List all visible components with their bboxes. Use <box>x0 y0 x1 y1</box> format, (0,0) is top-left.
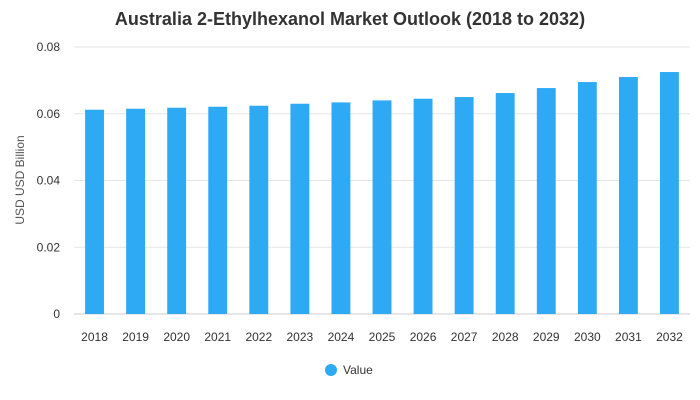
y-axis-label: USD USD Billion <box>13 135 27 224</box>
bar-2023[interactable] <box>290 103 310 314</box>
bar-2026[interactable] <box>413 98 433 314</box>
x-tick-label: 2026 <box>410 330 437 344</box>
bars <box>85 72 679 315</box>
y-tick-label: 0.08 <box>37 40 61 54</box>
x-tick-label: 2022 <box>245 330 272 344</box>
legend-marker <box>325 364 337 376</box>
x-tick-label: 2023 <box>287 330 314 344</box>
bar-2022[interactable] <box>249 105 269 315</box>
x-tick-label: 2029 <box>533 330 560 344</box>
y-tick-label: 0.06 <box>37 107 61 121</box>
bar-2027[interactable] <box>454 97 474 314</box>
x-tick-label: 2031 <box>615 330 642 344</box>
bar-2031[interactable] <box>618 77 638 314</box>
x-tick-label: 2019 <box>122 330 149 344</box>
bar-2018[interactable] <box>85 109 104 315</box>
bar-2020[interactable] <box>167 107 187 315</box>
y-tick-label: 0.02 <box>37 240 61 254</box>
chart-title: Australia 2-Ethylhexanol Market Outlook … <box>115 9 585 29</box>
x-tick-labels: 2018 2019 2020 2021 2022 2023 2024 2025 2026 2027… <box>81 330 683 344</box>
legend[interactable]: Value <box>325 363 373 377</box>
x-tick-label: 2030 <box>574 330 601 344</box>
y-tick-labels: 0 0.02 0.04 0.06 0.08 <box>37 40 61 321</box>
bar-2028[interactable] <box>495 93 515 315</box>
y-tick-label: 0 <box>53 307 60 321</box>
x-tick-label: 2027 <box>451 330 478 344</box>
legend-label: Value <box>343 363 373 377</box>
x-tick-label: 2028 <box>492 330 519 344</box>
y-tick-label: 0.04 <box>37 174 61 188</box>
x-tick-label: 2025 <box>369 330 396 344</box>
x-tick-label: 2018 <box>81 330 108 344</box>
x-tick-label: 2020 <box>163 330 190 344</box>
x-tick-label: 2024 <box>328 330 355 344</box>
bar-2029[interactable] <box>536 88 556 315</box>
x-tick-label: 2021 <box>204 330 231 344</box>
bar-2032[interactable] <box>660 72 679 314</box>
bar-2021[interactable] <box>208 106 228 315</box>
bar-2030[interactable] <box>577 82 597 314</box>
bar-2024[interactable] <box>331 102 351 314</box>
bar-2019[interactable] <box>126 108 146 315</box>
bar-2025[interactable] <box>372 100 392 315</box>
x-tick-label: 2032 <box>656 330 683 344</box>
